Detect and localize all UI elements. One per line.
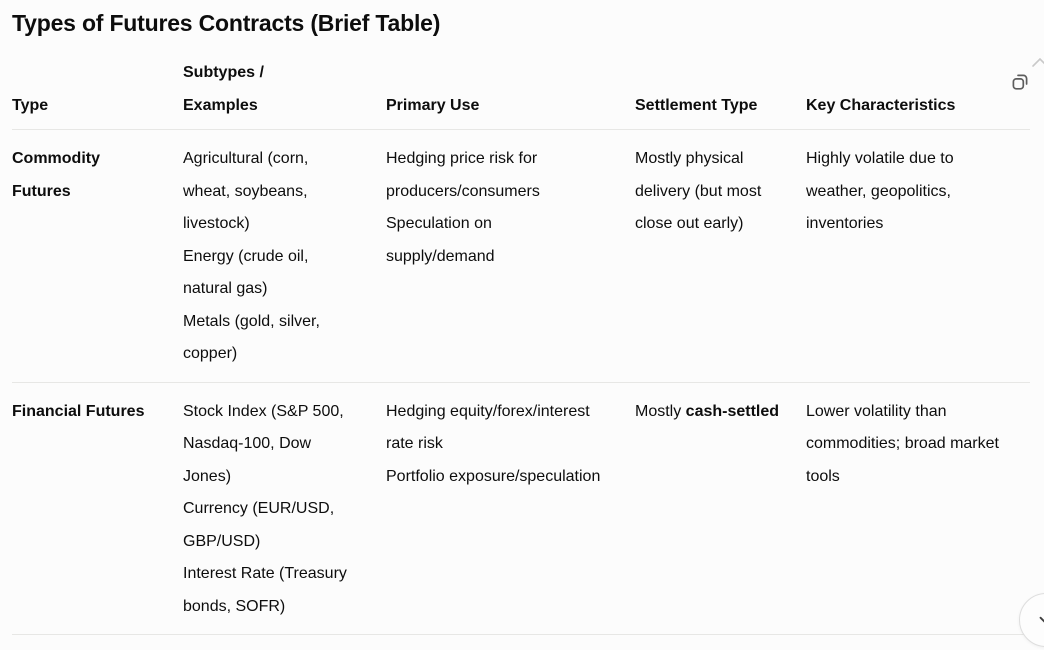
chevron-down-icon bbox=[1039, 616, 1044, 623]
table-body: Commodity Futures Agricultural (corn, whe… bbox=[12, 129, 1030, 635]
cell-type: Financial Futures bbox=[12, 382, 183, 635]
column-header-primary-use: Primary Use bbox=[386, 57, 635, 130]
cell-primary-use: Hedging price risk for producers/consume… bbox=[386, 129, 635, 383]
column-header-settlement-type: Settlement Type bbox=[635, 57, 806, 130]
column-header-type: Type bbox=[12, 57, 183, 130]
cell-primary-use: Hedging equity/forex/interest rate risk P… bbox=[386, 382, 635, 635]
cell-subtypes: Stock Index (S&P 500, Nasdaq-100, Dow Jo… bbox=[183, 382, 386, 635]
page-title: Types of Futures Contracts (Brief Table) bbox=[12, 10, 441, 36]
cell-settlement-type: Mostly cash-settled bbox=[635, 382, 806, 635]
column-header-key-characteristics: Key Characteristics bbox=[806, 57, 1030, 130]
column-header-subtypes-examples: Subtypes / Examples bbox=[183, 57, 386, 130]
table-header-row: Type Subtypes / Examples Primary Use Settlem… bbox=[12, 57, 1030, 130]
cell-key-characteristics: Highly volatile due to weather, geopolit… bbox=[806, 129, 1030, 383]
message-content: Types of Futures Contracts (Brief Table)… bbox=[12, 10, 1030, 635]
copy-button[interactable] bbox=[1008, 70, 1032, 94]
cell-settlement-type: Mostly physical delivery (but most close… bbox=[635, 129, 806, 383]
table-row: Financial Futures Stock Index (S&P 500, N… bbox=[12, 382, 1030, 635]
cell-type: Commodity Futures bbox=[12, 129, 183, 383]
futures-table: Type Subtypes / Examples Primary Use Settlem… bbox=[12, 57, 1030, 635]
copy-icon bbox=[1012, 74, 1028, 90]
cell-key-characteristics: Lower volatility than commodities; broad… bbox=[806, 382, 1030, 635]
cell-subtypes: Agricultural (corn, wheat, soybeans, liv… bbox=[183, 129, 386, 383]
table-row: Commodity Futures Agricultural (corn, whe… bbox=[12, 129, 1030, 383]
